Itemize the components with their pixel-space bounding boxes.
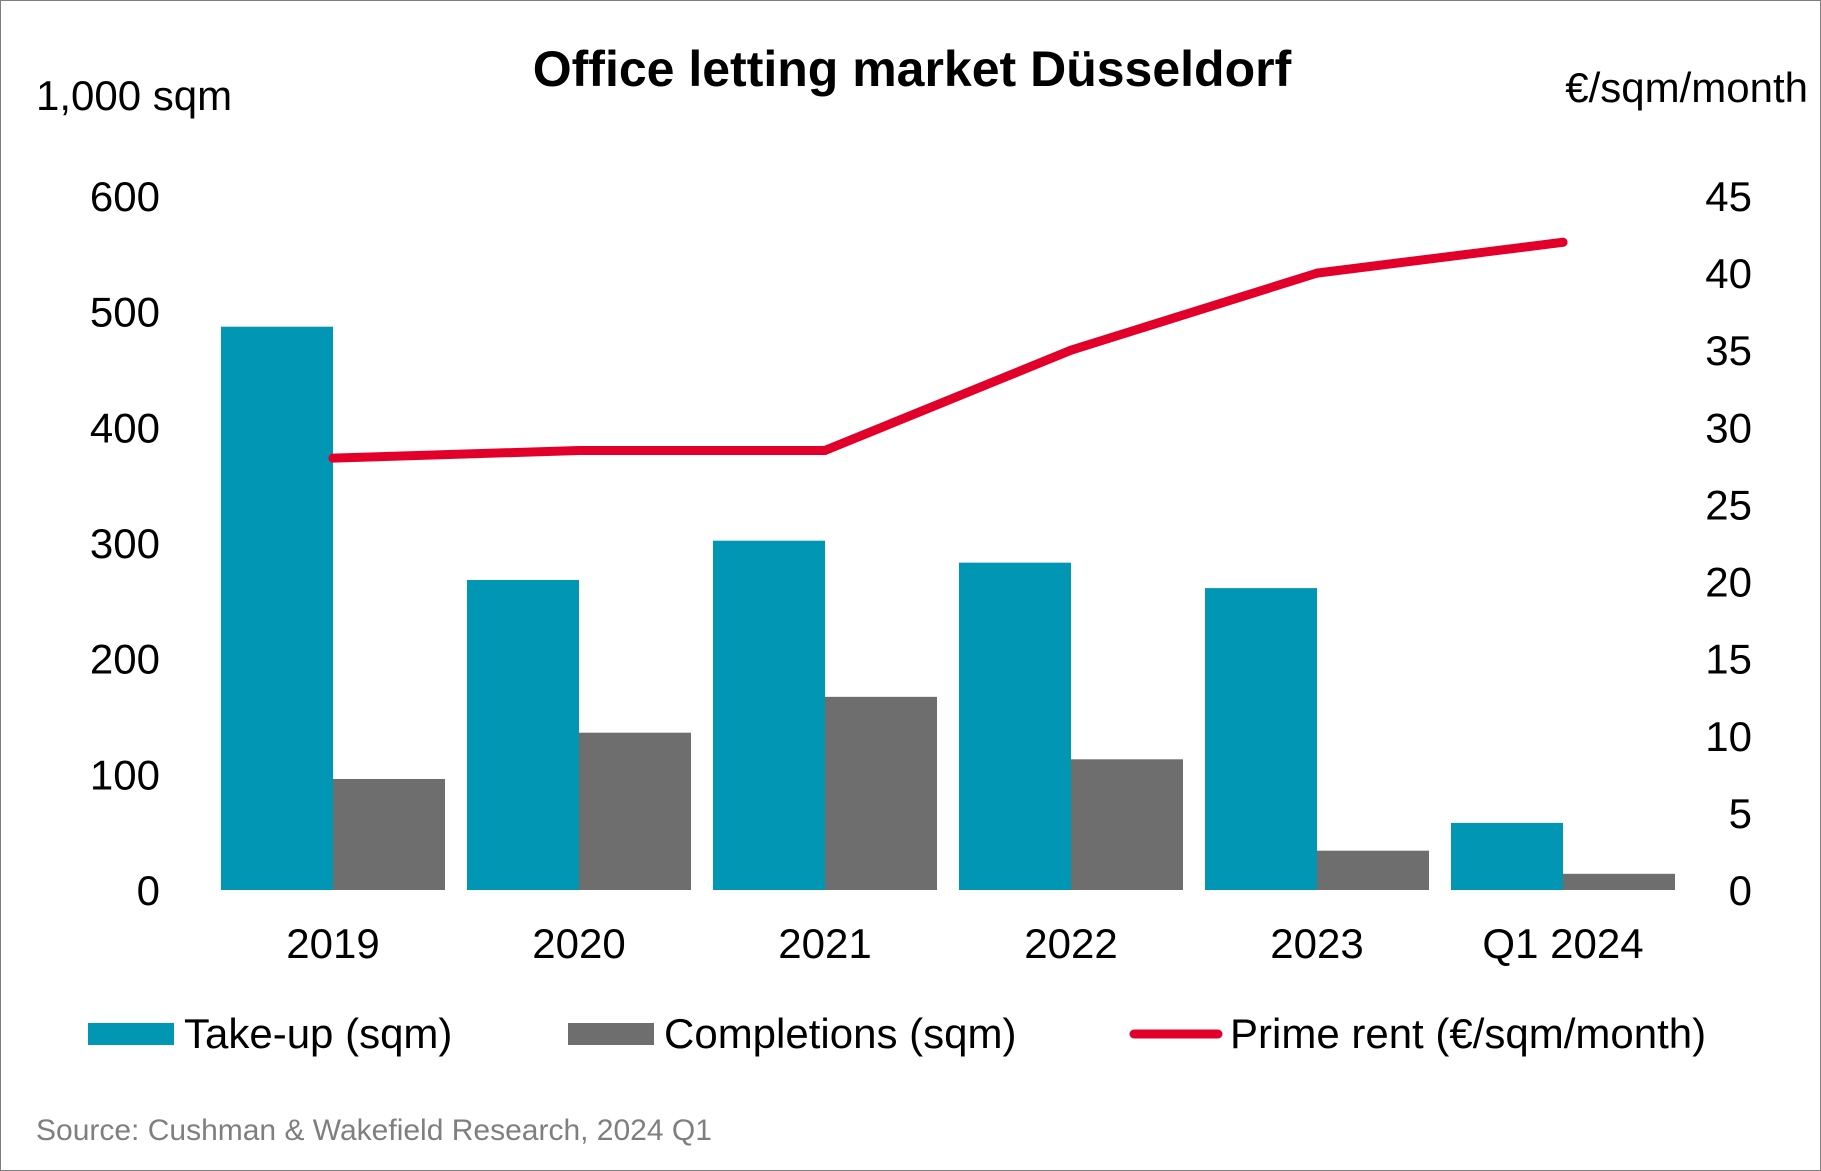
left-tick-label: 400 bbox=[90, 404, 160, 451]
left-tick-label: 0 bbox=[137, 867, 160, 914]
x-tick-label: 2020 bbox=[532, 920, 625, 967]
completions-bar bbox=[1071, 759, 1183, 890]
left-tick-label: 500 bbox=[90, 289, 160, 336]
left-tick-label: 200 bbox=[90, 636, 160, 683]
left-axis-unit: 1,000 sqm bbox=[36, 72, 232, 119]
left-tick-label: 100 bbox=[90, 751, 160, 798]
right-tick-label: 20 bbox=[1705, 559, 1752, 606]
completions-bar bbox=[333, 778, 445, 890]
completions-bar bbox=[579, 732, 691, 890]
right-axis-unit: €/sqm/month bbox=[1565, 64, 1808, 111]
prime-rent-point bbox=[1066, 345, 1076, 355]
prime-rent-line-group bbox=[328, 237, 1568, 463]
take-up-bar bbox=[959, 562, 1071, 890]
x-tick-label: 2023 bbox=[1270, 920, 1363, 967]
x-tick-label: 2022 bbox=[1024, 920, 1117, 967]
left-axis-ticks: 0 100 200 300 400 500 600 bbox=[90, 173, 160, 914]
prime-rent-point bbox=[820, 445, 830, 455]
legend-label-prime-rent: Prime rent (€/sqm/month) bbox=[1230, 1010, 1706, 1057]
right-tick-label: 0 bbox=[1729, 867, 1752, 914]
legend: Take-up (sqm) Completions (sqm) Prime rent… bbox=[88, 1010, 1706, 1057]
take-up-bar bbox=[221, 326, 333, 890]
prime-rent-point bbox=[574, 445, 584, 455]
source-note: Source: Cushman & Wakefield Research, 20… bbox=[36, 1114, 712, 1147]
legend-swatch-completions bbox=[568, 1023, 654, 1045]
take-up-bar bbox=[1205, 588, 1317, 890]
right-tick-label: 35 bbox=[1705, 327, 1752, 374]
right-tick-label: 5 bbox=[1729, 790, 1752, 837]
x-tick-label: 2021 bbox=[778, 920, 871, 967]
prime-rent-point bbox=[1312, 268, 1322, 278]
right-axis-ticks: 0 5 10 15 20 25 30 35 40 45 bbox=[1705, 173, 1752, 914]
left-tick-label: 300 bbox=[90, 520, 160, 567]
right-tick-label: 15 bbox=[1705, 636, 1752, 683]
chart-title: Office letting market Düsseldorf bbox=[533, 41, 1292, 97]
legend-label-take-up: Take-up (sqm) bbox=[184, 1010, 452, 1057]
left-tick-label: 600 bbox=[90, 173, 160, 220]
completions-bar bbox=[825, 696, 937, 890]
legend-label-completions: Completions (sqm) bbox=[664, 1010, 1016, 1057]
right-tick-label: 45 bbox=[1705, 173, 1752, 220]
x-tick-label: Q1 2024 bbox=[1482, 920, 1643, 967]
x-tick-label: 2019 bbox=[286, 920, 379, 967]
right-tick-label: 10 bbox=[1705, 713, 1752, 760]
take-up-bar bbox=[1451, 822, 1563, 890]
completions-bar bbox=[1317, 850, 1429, 890]
prime-rent-point bbox=[328, 453, 338, 463]
completions-bar bbox=[1563, 873, 1675, 890]
right-tick-label: 25 bbox=[1705, 481, 1752, 528]
x-axis-ticks: 2019 2020 2021 2022 2023 Q1 2024 bbox=[286, 920, 1643, 967]
take-up-bar bbox=[467, 580, 579, 890]
prime-rent-line bbox=[328, 237, 1568, 463]
prime-rent-point bbox=[1558, 237, 1568, 247]
bars-group bbox=[221, 326, 1675, 890]
take-up-bar bbox=[713, 540, 825, 890]
right-tick-label: 30 bbox=[1705, 404, 1752, 451]
right-tick-label: 40 bbox=[1705, 250, 1752, 297]
legend-swatch-take-up bbox=[88, 1023, 174, 1045]
